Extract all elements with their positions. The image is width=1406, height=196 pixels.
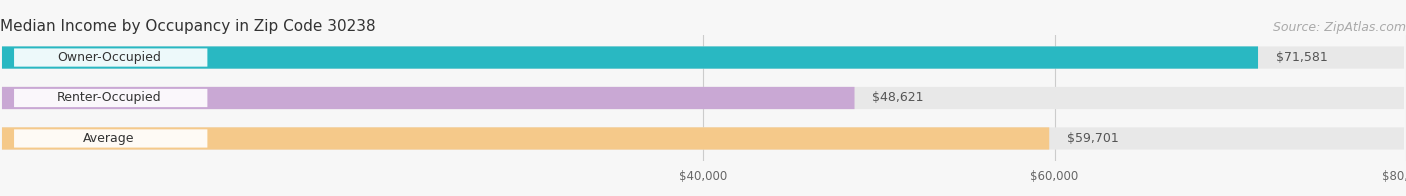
FancyBboxPatch shape [14, 89, 208, 107]
FancyBboxPatch shape [1, 127, 1405, 150]
Text: Owner-Occupied: Owner-Occupied [58, 51, 160, 64]
Text: $71,581: $71,581 [1275, 51, 1327, 64]
FancyBboxPatch shape [1, 87, 1405, 109]
FancyBboxPatch shape [1, 46, 1405, 69]
FancyBboxPatch shape [14, 48, 208, 67]
FancyBboxPatch shape [14, 129, 208, 148]
Text: $48,621: $48,621 [872, 92, 924, 104]
Text: $59,701: $59,701 [1067, 132, 1119, 145]
Text: Renter-Occupied: Renter-Occupied [56, 92, 162, 104]
Text: Source: ZipAtlas.com: Source: ZipAtlas.com [1272, 21, 1406, 34]
Text: Median Income by Occupancy in Zip Code 30238: Median Income by Occupancy in Zip Code 3… [0, 19, 375, 34]
FancyBboxPatch shape [1, 87, 855, 109]
FancyBboxPatch shape [1, 46, 1258, 69]
FancyBboxPatch shape [1, 127, 1049, 150]
Text: Average: Average [83, 132, 135, 145]
